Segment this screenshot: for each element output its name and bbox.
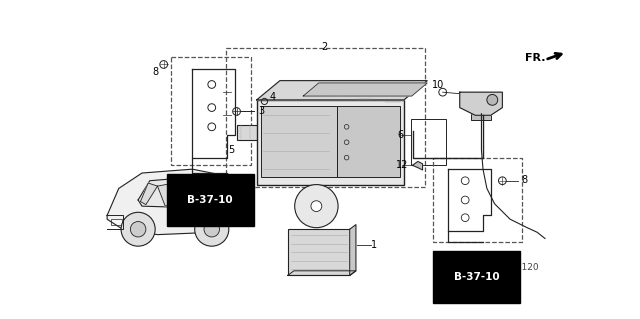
- Text: 8: 8: [521, 175, 527, 185]
- Circle shape: [311, 201, 322, 211]
- Circle shape: [487, 94, 498, 105]
- Text: 8: 8: [152, 67, 158, 77]
- Text: B-37-10: B-37-10: [188, 195, 233, 205]
- Bar: [260, 106, 337, 177]
- Circle shape: [131, 221, 146, 237]
- Text: B-37-10: B-37-10: [454, 272, 500, 282]
- Text: 10: 10: [432, 80, 444, 90]
- Bar: [433, 158, 522, 242]
- Text: 3: 3: [259, 106, 264, 116]
- Polygon shape: [107, 169, 243, 235]
- Text: SVB4B1120: SVB4B1120: [486, 263, 539, 272]
- Circle shape: [195, 212, 229, 246]
- Circle shape: [204, 221, 220, 237]
- Text: 1: 1: [371, 240, 378, 250]
- Bar: [172, 57, 250, 165]
- Circle shape: [177, 185, 184, 192]
- Polygon shape: [349, 225, 356, 275]
- Bar: [237, 124, 283, 140]
- Bar: [288, 229, 349, 275]
- Text: 6: 6: [398, 130, 404, 139]
- Bar: [337, 106, 400, 177]
- Bar: [226, 48, 425, 187]
- Polygon shape: [138, 177, 208, 208]
- Text: 5: 5: [228, 145, 234, 155]
- Polygon shape: [412, 161, 422, 170]
- Polygon shape: [157, 179, 205, 206]
- Bar: [472, 114, 491, 120]
- Polygon shape: [140, 183, 157, 204]
- Text: FR.: FR.: [525, 53, 545, 63]
- Circle shape: [121, 212, 155, 246]
- Bar: [257, 100, 404, 185]
- Text: 12: 12: [396, 160, 408, 170]
- Polygon shape: [303, 83, 428, 96]
- Bar: [111, 219, 122, 226]
- Text: 2: 2: [321, 42, 327, 52]
- Text: B-37-10: B-37-10: [188, 195, 233, 205]
- Circle shape: [294, 185, 338, 228]
- Polygon shape: [257, 81, 428, 100]
- Polygon shape: [460, 92, 502, 115]
- Text: 4: 4: [269, 92, 275, 102]
- Polygon shape: [288, 271, 356, 275]
- Bar: [411, 119, 446, 165]
